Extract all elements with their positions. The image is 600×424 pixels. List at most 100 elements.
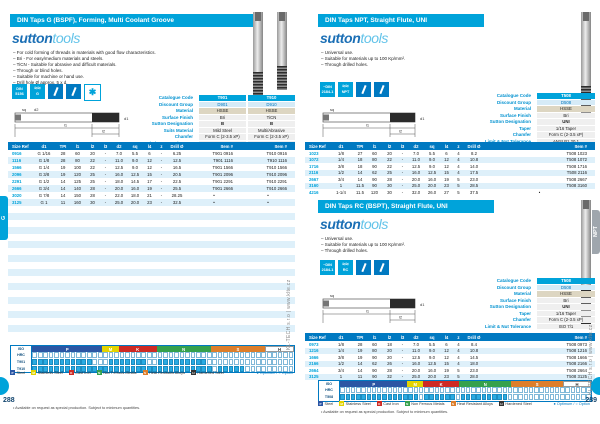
filler-cell (8, 269, 295, 276)
spec-value: ANSI B1.20.1 (537, 138, 595, 144)
cell: 120 (370, 189, 379, 195)
cell: 22 (387, 163, 392, 169)
spec-value: B (199, 121, 246, 127)
table-row: 2667 3/4 14 90 28 - 20.0 16.0 19 5 23.0 T508 2667 (305, 176, 595, 183)
suitability-cell (234, 359, 239, 366)
cell: - (104, 165, 107, 170)
cell: 25.5 (172, 186, 182, 191)
spec-value: Multi/Abrasive (248, 127, 295, 133)
column-header: l1 (367, 142, 382, 150)
cell: T901 2096 (212, 172, 233, 177)
cell: 19 (357, 354, 363, 360)
suitability-cell (168, 365, 174, 372)
suitability-cell (97, 352, 103, 359)
suitability-cell (418, 394, 424, 401)
cell: 28.25 (171, 193, 183, 198)
thread-profile-icon: RC (338, 260, 353, 275)
cell: 12 (444, 157, 449, 163)
legend-item: K Cast Iron (68, 370, 91, 375)
iso-material-chart: ISO P M K N S H HRC T901 T910 (10, 345, 295, 374)
cell: 18 (387, 341, 392, 347)
cell: 19 (60, 165, 66, 170)
cell: 11 (357, 374, 363, 380)
cell: 14.5 (469, 354, 479, 360)
filler-row (8, 241, 295, 248)
spec-row: Chamfer Form C (2-3.5 xP) (433, 132, 595, 138)
cell: G 3/4 (38, 186, 50, 191)
cell: 3/4 (338, 367, 344, 373)
column-header: l4 (440, 142, 453, 150)
legend-label: Cast Iron (75, 370, 91, 375)
cell: 4 (457, 348, 460, 354)
suitability-cell (283, 365, 288, 372)
suitability-cell (455, 387, 460, 394)
suitability-cell (81, 359, 87, 366)
filler-cell (8, 311, 295, 318)
spec-label: Chamfer (512, 317, 531, 323)
cell: T901 1116 (213, 158, 233, 163)
cell: 28.0 (469, 374, 479, 380)
suitability-cell (492, 387, 497, 394)
table-row: 1716 3/8 18 90 22 - 12.5 9.0 12 4 14.0 T508 1716 (305, 163, 595, 170)
feature-bullet: – Suitable for materials up to 100 Kp/mm… (321, 242, 406, 248)
cell: 18 (357, 157, 363, 163)
cell: T508 1716 (566, 163, 587, 169)
dim-sq: sq (330, 293, 334, 298)
filler-row (8, 206, 295, 213)
cell: 16.0 (427, 367, 437, 373)
cell: 9.0 (429, 348, 435, 354)
suitability-cell (76, 365, 81, 372)
suitability-cell (549, 394, 555, 401)
table-row: 2166 1/2 14 62 26 - 16.0 12.5 15 4 18.0 T508 2166 (305, 360, 595, 367)
suitability-cell (228, 352, 234, 359)
spec-row: Surface Finish Bri TiCN (107, 114, 295, 120)
spec-table-g: Catalogue Code T901 T910 Discount Group D901… (107, 95, 295, 147)
cell: 2667 (309, 176, 319, 182)
suitability-cell (497, 394, 502, 401)
suitability-cell (471, 387, 476, 394)
column-header: d2 (408, 333, 424, 341)
cell: 25.0 (411, 374, 421, 380)
cell: 15 (444, 170, 449, 176)
suitability-cell (481, 394, 487, 401)
cell: 20 (387, 348, 392, 354)
suitability-cell (272, 352, 277, 359)
cell: 14 (357, 361, 363, 367)
spec-label: Material (175, 108, 193, 114)
suitability-cell (48, 359, 54, 366)
spec-row: Material HSSE (433, 106, 595, 112)
suitability-cell (217, 365, 223, 372)
suitability-cell (130, 352, 136, 359)
suitability-cell (48, 352, 54, 359)
suitability-cell (86, 365, 92, 372)
cell: 14 (60, 193, 66, 198)
spec-row: Catalogue Code T508 (433, 278, 595, 284)
cell: 1 (339, 183, 343, 189)
flute-style-icon (374, 260, 389, 275)
filler-cell (8, 325, 295, 332)
cell: T901 2291 (212, 179, 233, 184)
suitability-cell (476, 394, 481, 401)
spec-value: B (248, 121, 295, 127)
table-row: 1216 1/4 19 80 20 - 11.0 9.0 12 4 10.8 T508 1216 (305, 347, 595, 354)
cell: 28 (90, 193, 95, 198)
cell: 17.5 (469, 170, 479, 176)
spec-row: Surface Finish Bri (433, 112, 595, 118)
suitability-cell (250, 359, 256, 366)
cell: 5.5 (429, 150, 435, 156)
cell: - (160, 186, 163, 191)
suitability-cell (92, 352, 98, 359)
spec-label: Material (513, 291, 531, 297)
suitability-cell (114, 359, 119, 366)
suitability-cell (581, 394, 586, 401)
forming-section-icon (84, 84, 101, 101)
suitability-cell (565, 394, 570, 401)
cell: G 7/8 (38, 193, 50, 198)
suitability-cell (245, 352, 250, 359)
flute-style-icon (374, 82, 389, 97)
spec-label: Chamfer (512, 132, 531, 138)
cell: 19 (444, 367, 449, 373)
tap-square-end (255, 12, 261, 21)
suitability-cell (179, 352, 185, 359)
watermark: KL-TECH s.r.o | www.klte.cz (588, 324, 594, 395)
